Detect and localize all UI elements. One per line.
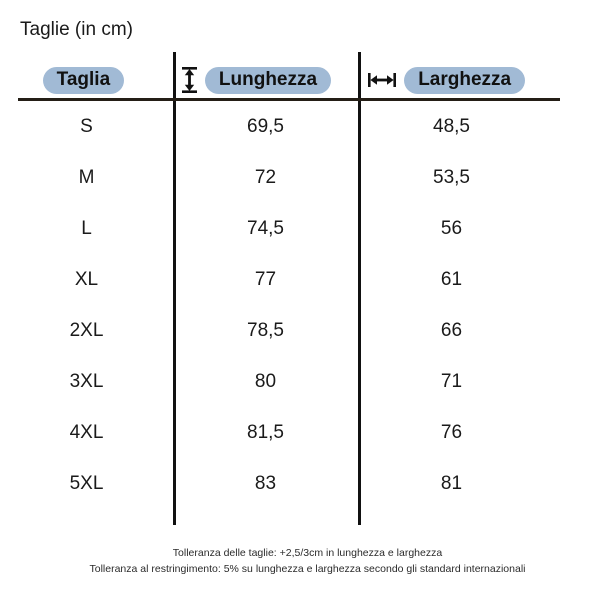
cell-width: 61 [440, 268, 463, 290]
cell-width: 48,5 [433, 115, 470, 137]
cell-size: XL [74, 268, 99, 290]
cell-length: 74,5 [247, 217, 284, 239]
table-row: 5XL 83 81 [0, 458, 615, 509]
cell-size: 3XL [69, 370, 104, 392]
footer-shrinkage-note: Tolleranza al restringimento: 5% su lung… [89, 563, 526, 575]
header-cell-size: Taglia [0, 65, 167, 95]
cell-size: L [81, 217, 92, 239]
cell-size: S [80, 115, 93, 137]
header-label-size: Taglia [42, 66, 125, 94]
header-label-length: Lunghezza [204, 66, 332, 94]
cell-width: 56 [440, 217, 463, 239]
cell-size: 4XL [69, 421, 104, 443]
table-row: 2XL 78,5 66 [0, 305, 615, 356]
table-row: XL 77 61 [0, 254, 615, 305]
vertical-measure-icon [181, 66, 198, 94]
cell-length: 72 [254, 166, 277, 188]
cell-width: 81 [440, 472, 463, 494]
footer-notes: Tolleranza delle taglie: +2,5/3cm in lun… [0, 545, 615, 577]
header-label-width: Larghezza [404, 66, 526, 94]
cell-length: 83 [254, 472, 277, 494]
header-rule [18, 98, 560, 101]
cell-width: 71 [440, 370, 463, 392]
footer-tolerance-note: Tolleranza delle taglie: +2,5/3cm in lun… [172, 547, 443, 559]
page-title: Taglie (in cm) [20, 19, 133, 40]
cell-width: 66 [440, 319, 463, 341]
table-body: S 69,5 48,5 M 72 53,5 L 74,5 56 XL 77 61… [0, 101, 615, 509]
table-header-row: Taglia Lunghezza [0, 65, 615, 95]
cell-length: 69,5 [247, 115, 284, 137]
header-cell-length: Lunghezza [167, 65, 345, 95]
table-row: L 74,5 56 [0, 203, 615, 254]
cell-length: 81,5 [247, 421, 284, 443]
cell-length: 78,5 [247, 319, 284, 341]
cell-length: 77 [254, 268, 277, 290]
cell-size: 2XL [69, 319, 104, 341]
horizontal-measure-icon [367, 71, 397, 89]
table-row: 4XL 81,5 76 [0, 407, 615, 458]
table-row: 3XL 80 71 [0, 356, 615, 407]
cell-size: M [78, 166, 95, 188]
cell-length: 80 [254, 370, 277, 392]
column-divider-1 [173, 52, 176, 525]
column-divider-2 [358, 52, 361, 525]
table-row: M 72 53,5 [0, 152, 615, 203]
header-cell-width: Larghezza [345, 65, 615, 95]
size-table: Taglia Lunghezza [0, 45, 615, 530]
cell-width: 76 [440, 421, 463, 443]
cell-width: 53,5 [433, 166, 470, 188]
cell-size: 5XL [69, 472, 104, 494]
table-row: S 69,5 48,5 [0, 101, 615, 152]
